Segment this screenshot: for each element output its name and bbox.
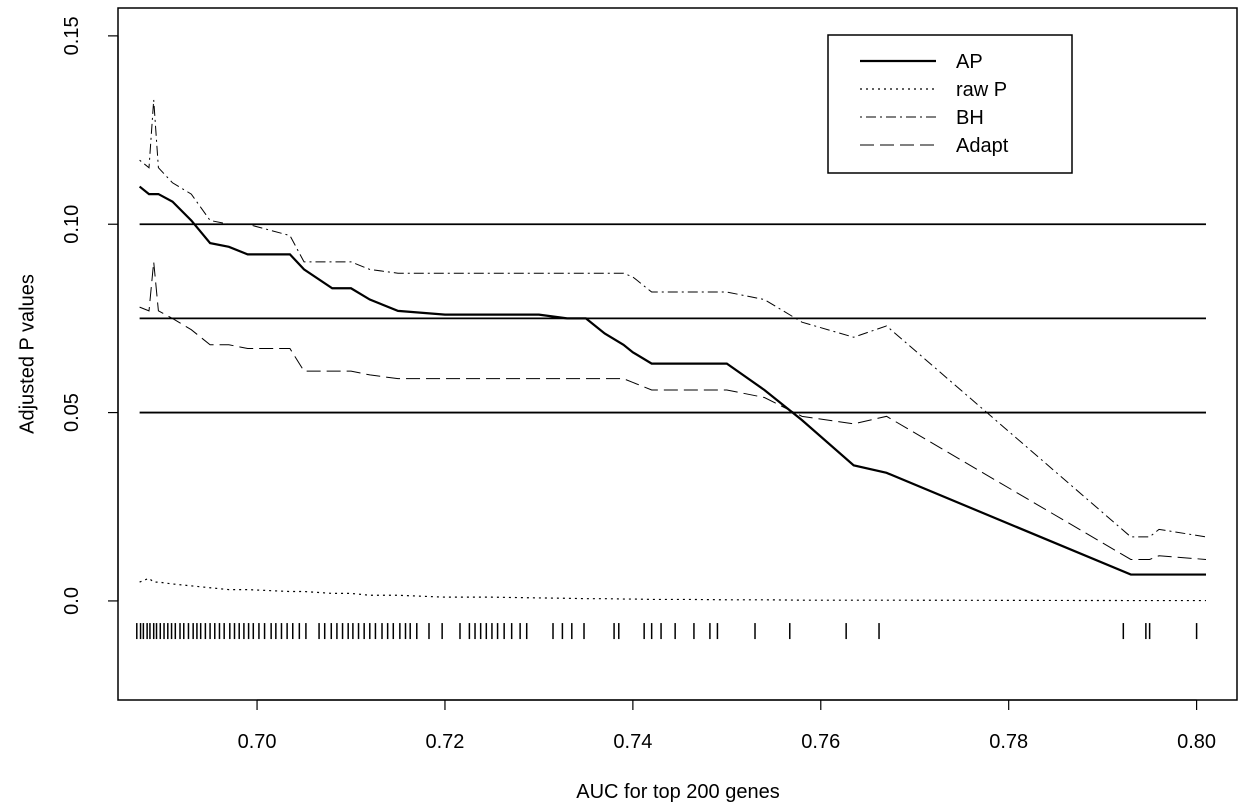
y-tick-label: 0.15	[61, 16, 83, 55]
x-tick-label: 0.72	[425, 731, 464, 753]
legend-label: Adapt	[956, 135, 1009, 157]
series-line	[139, 261, 1207, 560]
series-line	[139, 577, 1206, 602]
y-axis-label: Adjusted P values	[16, 274, 38, 434]
x-tick-label: 0.74	[613, 731, 652, 753]
x-axis-label: AUC for top 200 genes	[576, 781, 779, 803]
y-tick-label: 0.10	[61, 205, 83, 244]
x-tick-label: 0.70	[238, 731, 277, 753]
legend-label: raw P	[956, 79, 1007, 101]
series-line	[139, 99, 1207, 538]
y-tick-label: 0.0	[61, 587, 83, 615]
x-tick-label: 0.78	[989, 731, 1028, 753]
legend-label: AP	[956, 51, 983, 73]
x-tick-label: 0.76	[801, 731, 840, 753]
x-tick-label: 0.80	[1177, 731, 1216, 753]
legend-box	[827, 34, 1073, 174]
series-line	[138, 185, 1206, 576]
y-tick-label: 0.05	[61, 393, 83, 432]
legend-label: BH	[956, 107, 984, 129]
